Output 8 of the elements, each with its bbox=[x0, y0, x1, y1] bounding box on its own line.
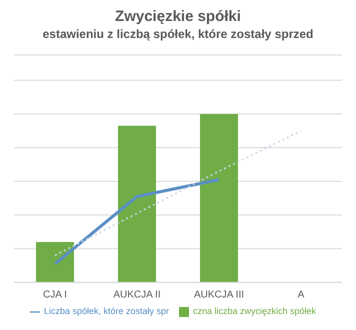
x-tick-label: A bbox=[298, 289, 305, 300]
chart-subtitle: estawieniu z liczbą spółek, które zostały sprzed bbox=[42, 27, 314, 41]
legend-label: czna liczba zwycięzkich spółek bbox=[193, 306, 316, 316]
x-tick-label: AUKCJA II bbox=[113, 289, 161, 300]
legend-label: Liczba spółek, które zostały spr bbox=[44, 306, 169, 316]
x-tick-label: CJA I bbox=[43, 289, 67, 300]
chart-title: Zwycięzkie spółki bbox=[114, 8, 242, 25]
x-tick-label: AUKCJA III bbox=[194, 289, 244, 300]
